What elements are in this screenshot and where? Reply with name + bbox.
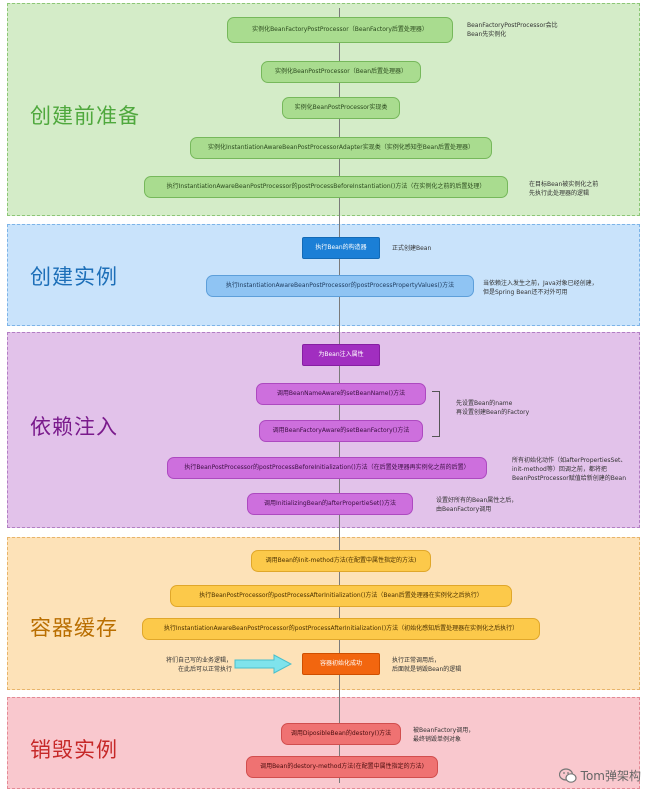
node-set-bean-name: 调用BeanNameAware的setBeanName()方法 [256, 383, 426, 405]
note-aware-methods: 先设置Bean的name 再设置创建Bean的Factory [456, 400, 530, 416]
node-disposable-destroy: 调用DiposibleBean的destory()方法 [281, 723, 401, 745]
node-destroy-method: 调用Bean的destory-method方法(在配置中属性指定的方法) [246, 756, 438, 778]
node-set-bean-factory: 调用BeanFactoryAware的setBeanFactory()方法 [259, 420, 423, 442]
bracket-aware-methods [432, 391, 440, 437]
node-instantiate-beanfactorypostprocessor: 实例化BeanFactoryPostProcessor（BeanFactory后… [227, 17, 453, 43]
node-postprocess-before-instantiation: 执行InstantiationAwareBeanPostProcessor的po… [144, 176, 508, 198]
node-init-method: 调用Bean的init-method方法(在配置中属性指定的方法) [251, 550, 431, 572]
node-instantiate-instantiationaware-adapter: 实例化InstantiationAwareBeanPostProcessorAd… [190, 137, 492, 159]
watermark: Tom弹架构 [558, 767, 641, 784]
node-after-properties-set: 调用InitializingBean的afterPropertieSet()方法 [247, 493, 413, 515]
node-instantiationaware-after-initialization: 执行InstantiationAwareBeanPostProcessor的po… [142, 618, 540, 640]
note-create-bean: 正式创建Bean [392, 245, 432, 252]
arrow-right-icon [234, 654, 292, 674]
note-after-normal-call: 执行正常调用后， 后面就是销毁Bean的逻辑 [392, 657, 462, 673]
note-after-properties-set: 设置好所有的Bean属性之后， 由BeanFactory调用 [436, 497, 518, 513]
node-postprocess-before-initialization: 执行BeanPostProcessor的postProcessBeforeIni… [167, 457, 487, 479]
node-instantiate-beanpostprocessor-impl: 实例化BeanPostProcessor实现类 [282, 97, 400, 119]
note-destroy: 被BeanFactory调用， 最终销毁单例对象 [413, 727, 475, 743]
section-title-create-instance: 创建实例 [30, 265, 118, 289]
node-postprocess-after-initialization: 执行BeanPostProcessor的postProcessAfterInit… [170, 585, 512, 607]
node-instantiate-beanpostprocessor: 实例化BeanPostProcessor（Bean后置处理器） [261, 61, 421, 83]
note-before-instantiation: 在目标Bean被实例化之前 先执行此处理器的逻辑 [529, 181, 599, 197]
node-postprocess-property-values: 执行InstantiationAwareBeanPostProcessor的po… [206, 275, 474, 297]
note-before-injection: 当依赖注入发生之前，Java对象已经创建， 但是Spring Bean还不对外可用 [483, 280, 598, 296]
note-before-initialization: 所有初始化动作（如afterPropertiesSet、 init-method等… [512, 457, 627, 482]
note-business-logic: 将们自己写的业务逻辑， 在此后可以正常执行 [166, 657, 233, 673]
node-inject-properties: 为Bean注入属性 [302, 344, 380, 366]
section-title-container-cache: 容器缓存 [30, 616, 118, 640]
section-title-destroy-instance: 销毁实例 [30, 738, 118, 762]
section-title-prepare: 创建前准备 [30, 104, 140, 128]
wechat-icon [558, 767, 577, 783]
node-execute-constructor: 执行Bean的构造器 [302, 237, 380, 259]
node-container-initialized: 容器初始化成功 [302, 653, 380, 675]
section-title-dependency-injection: 依赖注入 [30, 415, 118, 439]
watermark-text: Tom弹架构 [580, 769, 641, 783]
note-beanfactorypostprocessor: BeanFactoryPostProcessor会比 Bean先实例化 [467, 22, 558, 38]
